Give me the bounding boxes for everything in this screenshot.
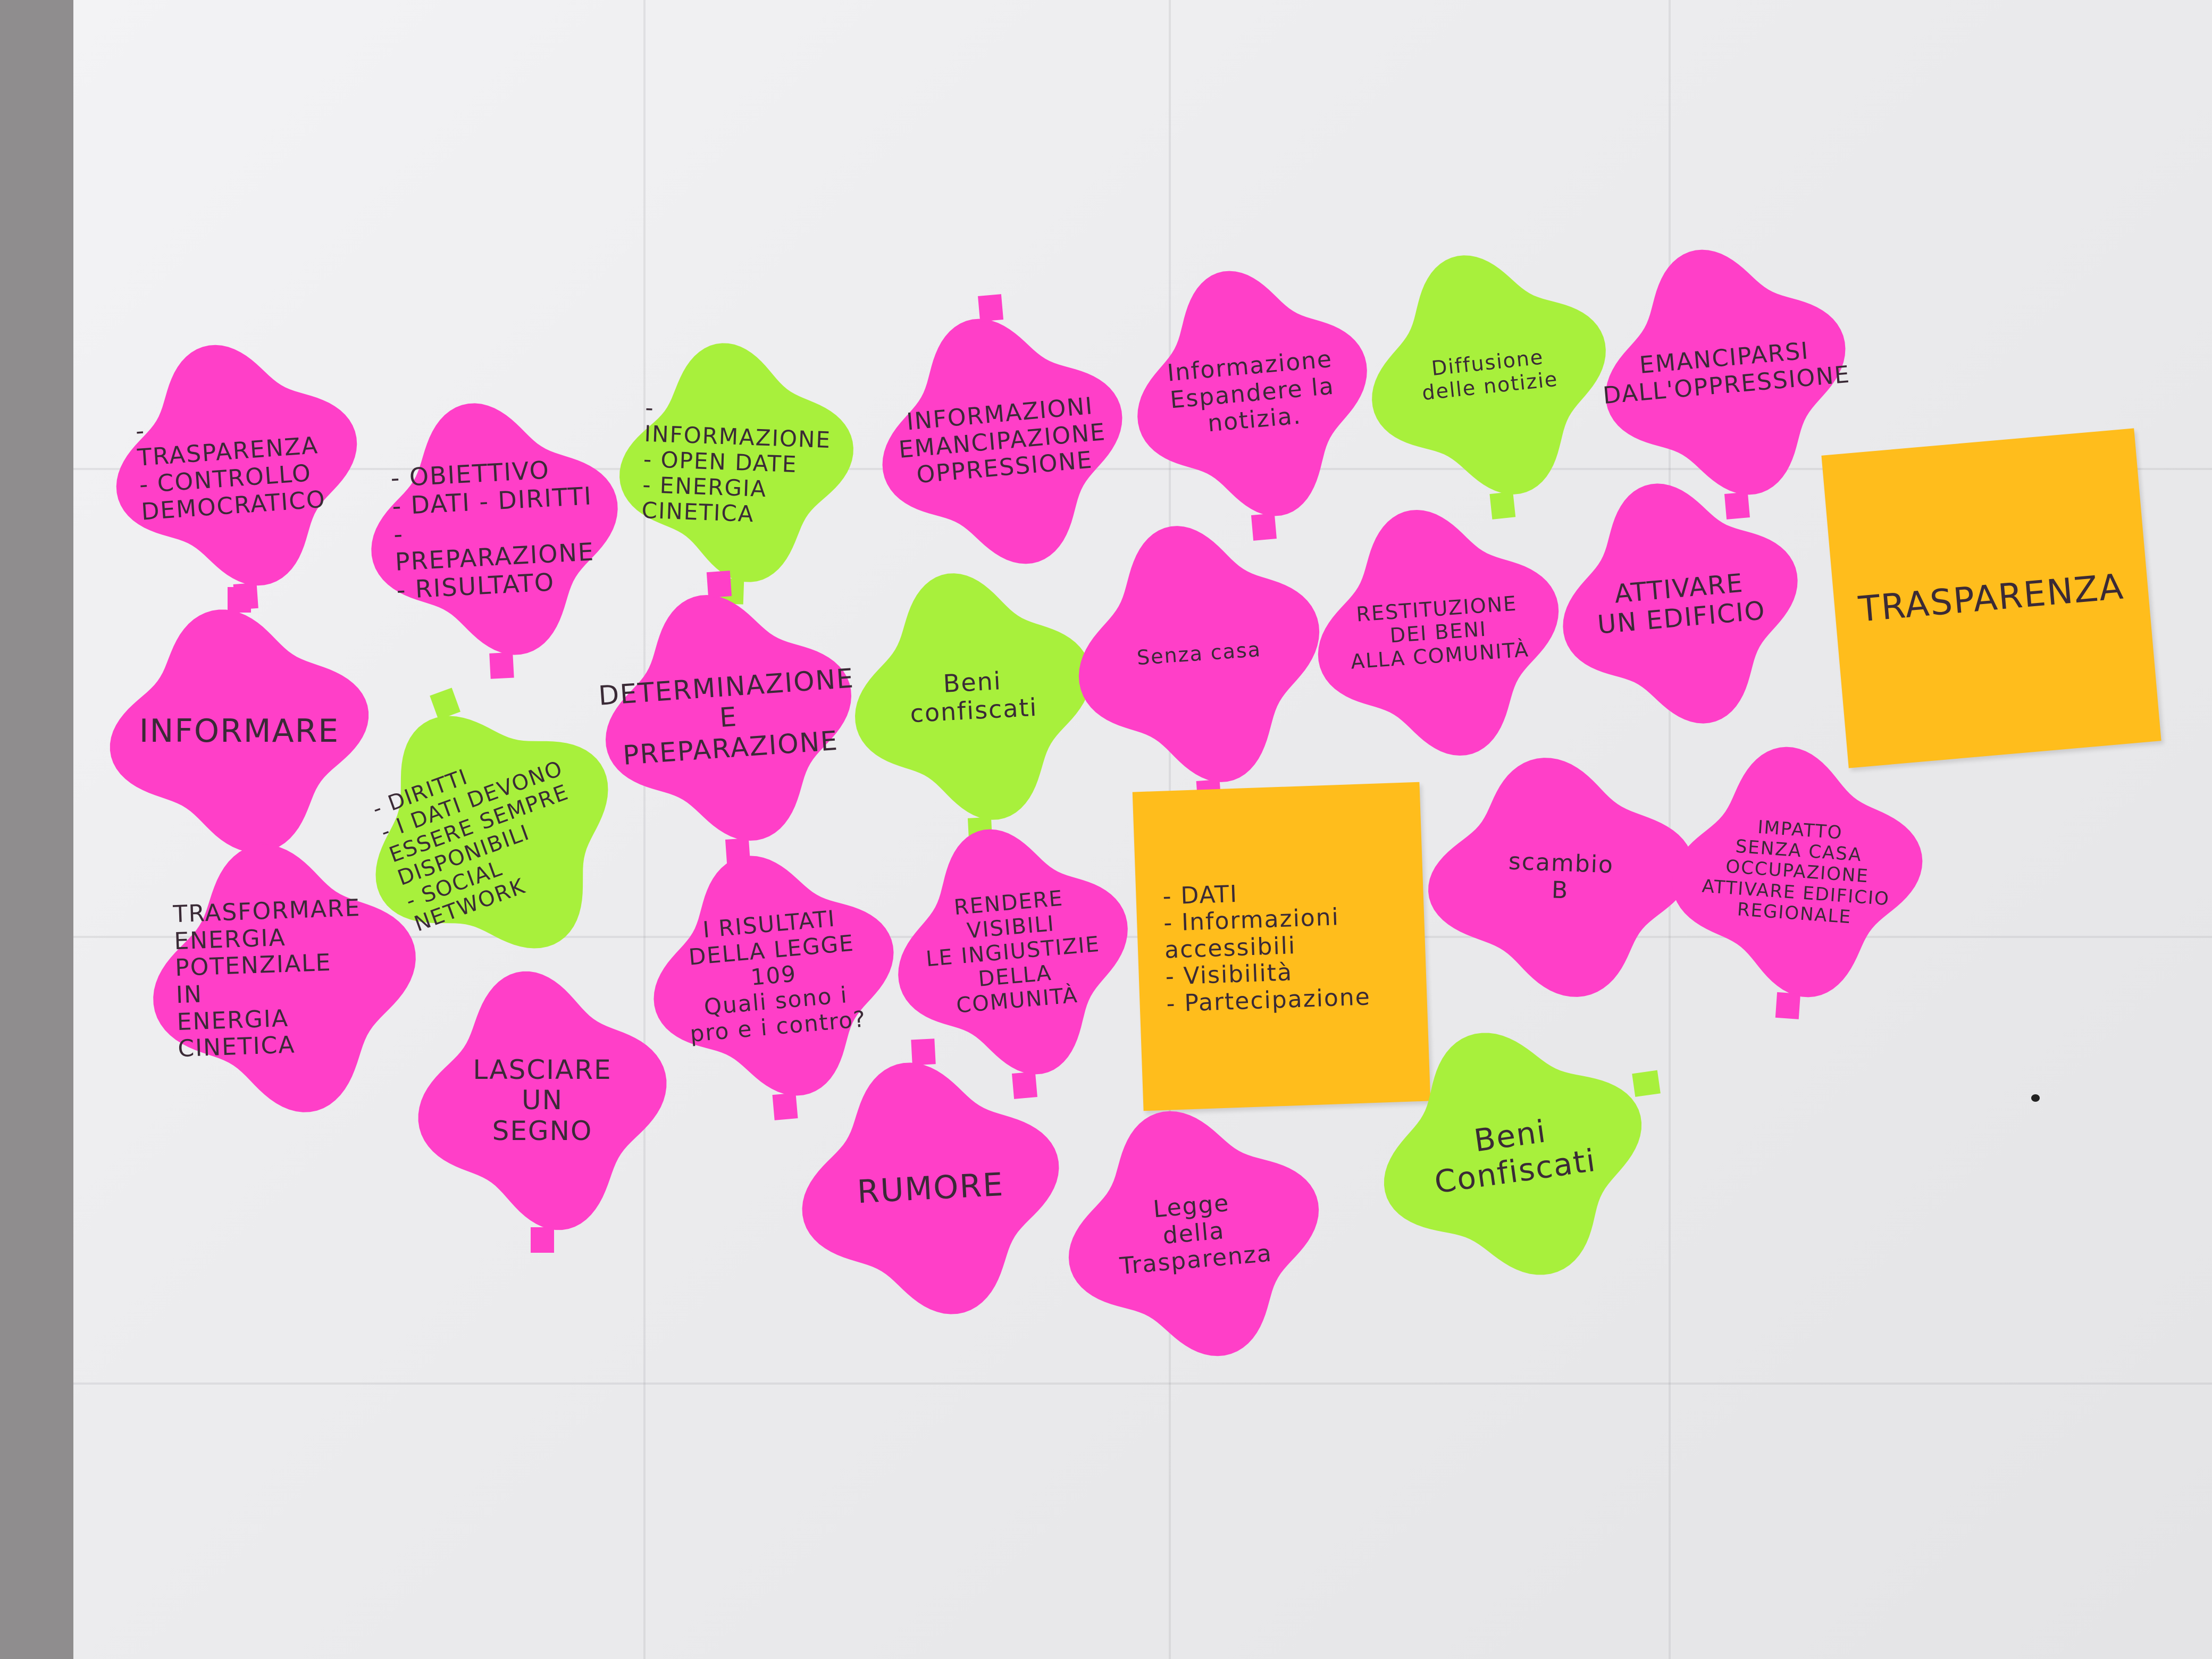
flower-shape [605, 571, 852, 865]
note-line: - Informazioni [1163, 903, 1340, 937]
note-text: scambio B [1421, 750, 1700, 1004]
flower-shape [110, 587, 369, 853]
note-line: RUMORE [856, 1166, 1005, 1211]
note-line: PREPARAZIONE [622, 725, 840, 771]
note-line: Senza casa [1136, 638, 1262, 670]
note-line: UN [522, 1085, 563, 1116]
note-line: LASCIARE [473, 1054, 612, 1085]
flower-shape [418, 971, 667, 1253]
flower-shape [371, 403, 618, 679]
sticky-note: - TRASPARENZA - CONTROLLO DEMOCRATICO [103, 332, 370, 610]
sticky-note: Beni Confiscati [1361, 1009, 1665, 1299]
note-text: Informazione Espandere la notizia. [1122, 256, 1382, 531]
sticky-note: IMPATTO SENZA CASA OCCUPAZIONE ATTIVARE EDI… [1661, 736, 1933, 1019]
note-line: INFORMARE [139, 712, 340, 750]
note-line: E [718, 701, 739, 734]
sticky-note: - OBIETTIVO - DATI - DIRITTI - PREPARAZION… [361, 392, 629, 679]
flower-shape [898, 829, 1128, 1099]
sticky-note: scambio B [1421, 750, 1700, 1004]
sticky-note: - DIRITTI - I DATI DEVONO ESSERE SEMPRE DIS… [325, 665, 659, 999]
flower-shape [1137, 271, 1367, 541]
note-line: - DATI [1162, 880, 1238, 910]
note-line: TRASPARENZA [1857, 566, 2126, 630]
note-text: DETERMINAZIONE E PREPARAZIONE [592, 582, 865, 854]
note-line: ENERGIA [176, 1004, 289, 1036]
sticky-note: Diffusione delle notizie [1354, 238, 1624, 520]
paper-crease [73, 1382, 2212, 1385]
note-line: POTENZIALE [174, 949, 332, 982]
sticky-note: LASCIARE UN SEGNO [415, 968, 670, 1253]
flower-shape [882, 294, 1122, 564]
note-text: Legge della Trasparenza [1053, 1095, 1335, 1372]
sticky-note: Beni confiscati [844, 563, 1102, 844]
sticky-note: ATTIVARE UN EDIFICIO [1547, 468, 1813, 739]
sticky-note: INFORMAZIONI EMANCIPAZIONE OPPRESSIONE [867, 294, 1138, 579]
sticky-note: - INFORMAZIONE - OPEN DATE - ENERGIA CINET… [613, 336, 860, 605]
sticky-note: DETERMINAZIONE E PREPARAZIONE [592, 571, 865, 865]
flower-shape [1563, 483, 1798, 724]
note-text: Beni Confiscati [1361, 1009, 1665, 1299]
note-text: INFORMARE [106, 606, 372, 856]
note-text: Senza casa [1065, 513, 1333, 795]
note-line: Trasparenza [1118, 1239, 1273, 1280]
flower-shape [653, 856, 894, 1120]
note-text: IMPATTO SENZA CASA OCCUPAZIONE ATTIVARE EDI… [1661, 736, 1933, 1008]
flower-shape [1068, 1111, 1319, 1356]
sticky-note: RENDERE VISIBILI LE INGIUSTIZIE DELLA COMU… [883, 814, 1143, 1099]
sticky-note: RESTITUZIONE DEI BENI ALLA COMUNITÀ [1305, 497, 1572, 769]
note-text: Beni confiscati [844, 563, 1102, 830]
paper-crease [73, 468, 2212, 470]
note-line: IN [175, 981, 203, 1009]
ink-mark [2031, 1094, 2040, 1102]
paper-crease [643, 0, 646, 1659]
flower-shape [1428, 758, 1693, 997]
flower-shape [1384, 1033, 1661, 1275]
sticky-note: Senza casa [1065, 513, 1333, 807]
note-text: - OBIETTIVO - DATI - DIRITTI - PREPARAZION… [361, 392, 629, 666]
note-line: scambio [1508, 848, 1614, 879]
sticky-note: Legge della Trasparenza [1053, 1095, 1335, 1372]
flower-shape [802, 1038, 1059, 1314]
note-text: ATTIVARE UN EDIFICIO [1547, 468, 1813, 739]
note-text: - TRASPARENZA - CONTROLLO DEMOCRATICO [103, 332, 370, 599]
sticky-note: INFORMARE [106, 587, 372, 856]
sticky-note: TRASFORMARE ENERGIA POTENZIALE IN ENERGIA CIN… [144, 835, 425, 1121]
note-line: TRASFORMARE [172, 894, 362, 928]
flower-shape [1372, 255, 1606, 520]
sticky-note: RUMORE [791, 1038, 1070, 1325]
note-line: ALLA COMUNITÀ [1350, 638, 1530, 674]
sticky-note: Informazione Espandere la notizia. [1122, 256, 1382, 541]
note-line: - Partecipazione [1166, 983, 1371, 1018]
note-line: ENERGIA [173, 924, 287, 955]
note-text: Diffusione delle notizie [1354, 238, 1624, 512]
note-line: SEGNO [492, 1115, 593, 1146]
sticky-note: EMANCIPARSI DALL'OPPRESSIONE [1590, 234, 1861, 520]
flower-shape [1318, 509, 1559, 756]
note-line: B [1551, 876, 1570, 904]
flower-shape [153, 844, 416, 1112]
sticky-note: I RISULTATI DELLA LEGGE 109 Quali sono i pr… [638, 840, 909, 1120]
note-text: LASCIARE UN SEGNO [415, 968, 670, 1234]
note-line: - ENERGIA CINETICA [641, 472, 768, 527]
note-line: CINETICA [177, 1031, 296, 1063]
note-line: - INFORMAZIONE [643, 395, 832, 453]
flower-shape [1672, 747, 1923, 1019]
note-text: TRASPARENZA [1821, 428, 2161, 768]
note-text: RUMORE [791, 1051, 1070, 1325]
note-text: EMANCIPARSI DALL'OPPRESSIONE [1590, 234, 1861, 510]
sticky-note: TRASPARENZA [1821, 428, 2161, 768]
flower-shape [375, 688, 608, 949]
flower-shape [1605, 249, 1846, 520]
note-line: Beni confiscati [909, 666, 1038, 728]
note-text: RESTITUZIONE DEI BENI ALLA COMUNITÀ [1305, 497, 1572, 769]
note-text: TRASFORMARE ENERGIA POTENZIALE IN ENERGIA CIN… [144, 835, 425, 1121]
note-text: - INFORMAZIONE - OPEN DATE - ENERGIA CINET… [613, 336, 860, 589]
note-line: - PREPARAZIONE [392, 519, 596, 577]
